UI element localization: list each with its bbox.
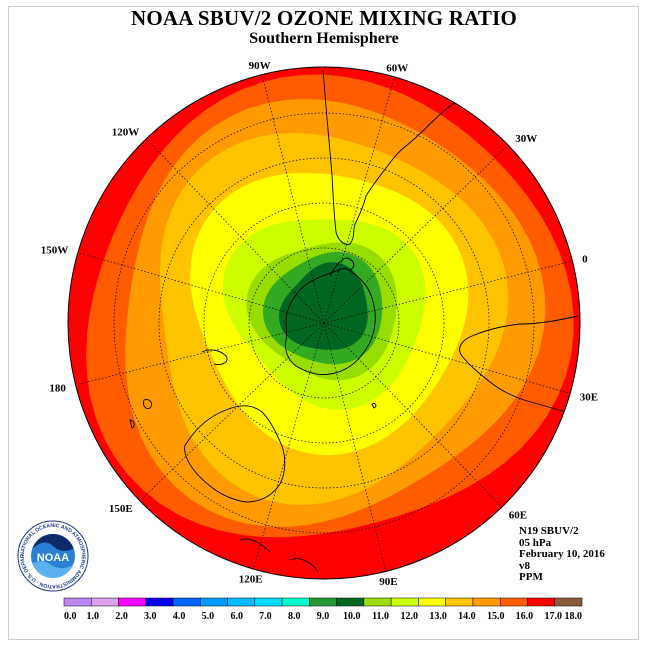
longitude-label: 0 xyxy=(582,254,588,266)
longitude-label: 30E xyxy=(580,391,598,403)
colorbar-label: 16.0 xyxy=(516,611,534,622)
latitude-circle xyxy=(158,157,490,489)
island-coastline xyxy=(143,399,153,409)
colorbar-swatch xyxy=(118,597,147,607)
new-zealand-coastline xyxy=(201,349,228,365)
longitude-label: 60W xyxy=(386,62,408,74)
map-boundary xyxy=(67,66,581,580)
longitude-labels: 0 30E 60E 90E 120E 150E 180 150W 120W 90W 60W 30W xyxy=(41,60,598,588)
meridian-line xyxy=(261,74,325,324)
colorbar: 0.0 1.0 2.0 3.0 4.0 5.0 6.0 7.0 8.0 9.0 10.0 11.0 12… xyxy=(63,597,583,622)
colorbar-swatch xyxy=(336,597,365,607)
longitude-label: 120W xyxy=(112,127,140,139)
colorbar-label: 3.0 xyxy=(144,611,157,622)
colorbar-swatch xyxy=(554,597,583,607)
contour-band-8 xyxy=(279,262,368,350)
date-label: February 10, 2016 xyxy=(519,548,605,560)
meridian-line xyxy=(253,322,325,570)
longitude-label: 150E xyxy=(109,503,133,515)
longitude-label: 60E xyxy=(509,509,527,521)
plot-frame xyxy=(8,6,639,640)
colorbar-swatch xyxy=(527,597,555,607)
instrument-label: N19 SBUV/2 xyxy=(519,525,579,537)
longitude-label: 30W xyxy=(515,133,537,145)
island-coastline xyxy=(239,538,271,553)
logo-text: NOAA xyxy=(37,552,69,564)
colorbar-label: 5.0 xyxy=(202,611,215,622)
version-label: v8 xyxy=(519,559,530,572)
latitude-circle xyxy=(113,112,535,534)
peninsula-coastline xyxy=(329,257,355,277)
colorbar-label: 7.0 xyxy=(259,611,272,622)
colorbar-label: 18.0 xyxy=(565,611,583,622)
colorbar-label: 4.0 xyxy=(173,611,186,622)
units-label: PPM xyxy=(519,571,543,583)
island-coastline xyxy=(129,419,135,429)
colorbar-swatch xyxy=(281,597,310,607)
meridian-line xyxy=(77,252,325,324)
meridian-line xyxy=(323,322,503,508)
colorbar-label: 11.0 xyxy=(372,611,389,622)
colorbar-label: 10.0 xyxy=(343,611,361,622)
longitude-label: 90W xyxy=(249,60,271,72)
colorbar-swatch xyxy=(200,597,228,607)
latitude-circle xyxy=(248,247,400,399)
coastlines xyxy=(129,69,579,573)
meridian-line xyxy=(323,76,395,324)
noaa-logo-icon: NATIONAL OCEANIC AND ATMOSPHERIC ADMINIS… xyxy=(17,520,89,592)
colorbar-label: 9.0 xyxy=(317,611,330,622)
colorbar-label: 2.0 xyxy=(115,611,128,622)
meridian-line xyxy=(323,322,387,572)
latitude-circle xyxy=(203,202,445,444)
africa-coastline xyxy=(459,315,579,413)
meridian-line xyxy=(145,138,325,324)
colorbar-swatch xyxy=(145,597,174,607)
meridian-line xyxy=(323,144,509,324)
meridian-line xyxy=(139,322,325,502)
colorbar-label: 15.0 xyxy=(487,611,505,622)
south-america-coastline xyxy=(322,69,463,245)
colorbar-swatch xyxy=(91,597,119,607)
colorbar-swatch xyxy=(472,597,501,607)
longitude-label: 90E xyxy=(379,576,397,588)
colorbar-label: 8.0 xyxy=(288,611,301,622)
longitude-label: 120E xyxy=(239,574,263,586)
colorbar-swatch xyxy=(390,597,419,607)
colorbar-label: 17.0 xyxy=(544,611,562,622)
colorbar-label: 6.0 xyxy=(230,611,243,622)
colorbar-swatch xyxy=(363,597,392,607)
colorbar-swatch xyxy=(445,597,474,607)
colorbar-swatch xyxy=(309,597,337,607)
colorbar-label: 0.0 xyxy=(64,611,77,622)
colorbar-swatch xyxy=(227,597,256,607)
pressure-label: 05 hPa xyxy=(519,536,552,549)
island-coastline xyxy=(371,403,377,409)
colorbar-label: 12.0 xyxy=(401,611,419,622)
longitude-label: 180 xyxy=(49,382,66,394)
info-block: N19 SBUV/2 05 hPa February 10, 2016 v8 P… xyxy=(519,525,605,584)
colorbar-swatch xyxy=(254,597,283,607)
meridian-line xyxy=(75,322,325,386)
meridian-line xyxy=(323,260,573,324)
colorbar-swatch xyxy=(418,597,446,607)
meridian-line xyxy=(323,322,571,394)
island-coastline xyxy=(289,558,319,573)
colorbar-label: 1.0 xyxy=(87,611,100,622)
colorbar-swatch xyxy=(499,597,528,607)
graticule xyxy=(75,74,573,572)
colorbar-label: 14.0 xyxy=(458,611,476,622)
antarctica-coastline xyxy=(285,267,376,375)
page-title: NOAA SBUV/2 OZONE MIXING RATIO xyxy=(131,6,517,30)
colorbar-label: 13.0 xyxy=(429,611,447,622)
longitude-label: 150W xyxy=(41,245,69,257)
page-subtitle: Southern Hemisphere xyxy=(249,30,399,47)
colorbar-swatch xyxy=(63,597,92,607)
colorbar-swatch xyxy=(172,597,201,607)
